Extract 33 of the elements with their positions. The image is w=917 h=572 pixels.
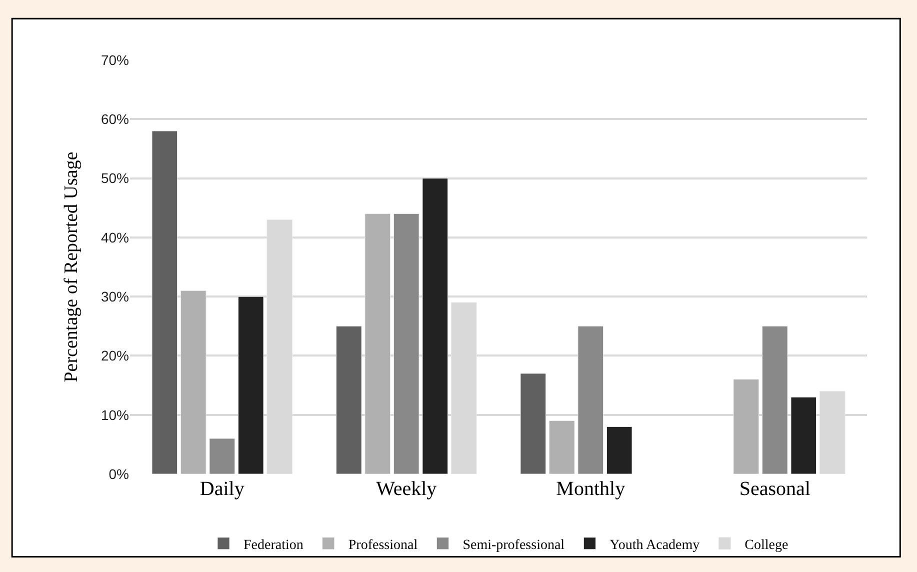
bar	[336, 326, 362, 474]
y-tick-label: 10%	[100, 406, 129, 423]
bar	[393, 214, 420, 474]
y-tick-label: 50%	[100, 170, 129, 186]
bar	[606, 426, 632, 474]
y-tick-label: 70%	[100, 52, 129, 68]
bar	[762, 326, 788, 474]
y-tick-label: 60%	[100, 111, 129, 128]
legend-label: Semi-professional	[462, 538, 565, 553]
bar	[152, 130, 178, 474]
bar	[364, 214, 391, 474]
bar	[180, 290, 206, 474]
y-tick-label: 30%	[100, 288, 129, 304]
y-tick-label: 40%	[100, 229, 129, 246]
bar	[790, 396, 817, 474]
bar	[733, 379, 760, 474]
bar	[422, 178, 448, 474]
bar	[520, 373, 546, 474]
x-tick-label: Daily	[200, 478, 244, 500]
legend-label: College	[744, 538, 788, 553]
legend-label: Professional	[348, 538, 418, 553]
bar	[548, 420, 575, 474]
bar	[238, 296, 264, 474]
y-axis-title: Percentage of Reported Usage	[60, 152, 82, 382]
bar	[209, 438, 236, 474]
y-tick-label: 0%	[108, 466, 129, 482]
legend-label: Federation	[244, 538, 304, 553]
x-tick-label: Weekly	[376, 478, 437, 500]
bar	[578, 326, 604, 474]
x-tick-label: Monthly	[556, 478, 626, 500]
x-tick-label: Seasonal	[739, 478, 811, 500]
y-tick-label: 20%	[100, 348, 129, 364]
legend-label: Youth Academy	[610, 538, 700, 553]
